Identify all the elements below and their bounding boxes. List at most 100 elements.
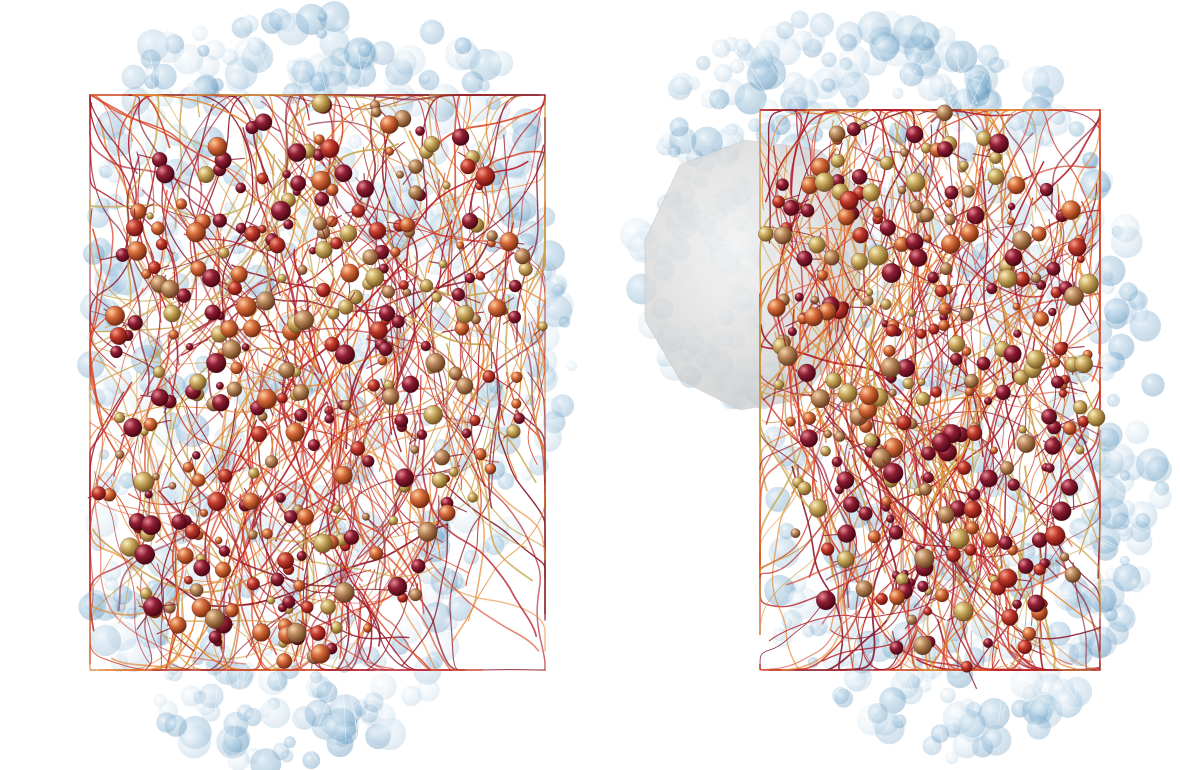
right-glia-sphere <box>1095 427 1120 452</box>
right-soma <box>782 199 800 217</box>
left-fiber <box>89 376 201 540</box>
left-glia-sphere <box>82 243 105 265</box>
right-soma <box>834 431 846 442</box>
left-glia-sphere <box>246 37 266 56</box>
left-soma <box>141 269 152 280</box>
right-soma <box>799 429 818 448</box>
right-soma <box>976 356 991 371</box>
left-glia-sphere <box>216 725 250 759</box>
right-fiber <box>873 109 907 339</box>
right-soma <box>816 590 836 611</box>
left-soma <box>248 467 260 479</box>
left-glia-fiber <box>125 78 278 622</box>
left-fiber <box>325 506 373 661</box>
left-fiber <box>211 342 286 474</box>
left-soma <box>150 221 165 236</box>
left-glia-sphere <box>454 37 472 55</box>
left-soma <box>244 225 261 242</box>
left-soma <box>454 321 469 336</box>
left-soma <box>204 608 225 629</box>
left-soma <box>401 375 420 393</box>
right-glia-sphere <box>1111 213 1140 243</box>
left-soma <box>109 326 128 345</box>
right-soma <box>1018 425 1027 434</box>
left-soma <box>207 491 227 512</box>
left-soma <box>184 523 201 540</box>
left-soma <box>486 230 498 242</box>
right-soma <box>850 252 868 271</box>
right-glia-sphere <box>899 62 924 87</box>
left-soma <box>294 408 308 422</box>
left-soma <box>143 417 158 432</box>
left-glia-sphere <box>272 742 290 761</box>
left-soma <box>394 468 414 488</box>
left-fiber <box>204 419 258 562</box>
left-fiber <box>163 144 322 271</box>
left-glia-sphere <box>240 14 259 34</box>
left-soma <box>235 222 247 234</box>
left-soma <box>160 279 180 299</box>
right-soma <box>820 445 831 457</box>
right-soma <box>862 295 874 307</box>
left-soma <box>324 336 340 352</box>
left-fiber <box>501 94 546 357</box>
left-soma <box>300 600 314 614</box>
right-glia-sphere <box>1021 66 1050 95</box>
left-soma <box>201 268 221 288</box>
right-soma <box>888 525 904 540</box>
right-soma <box>1044 525 1066 546</box>
right-fiber <box>759 472 853 633</box>
right-glia-sphere <box>792 30 814 51</box>
left-fiber <box>405 160 529 281</box>
left-soma <box>310 644 331 664</box>
right-soma <box>964 544 977 556</box>
right-soma <box>1007 202 1016 211</box>
left-fiber <box>401 522 449 667</box>
right-glia-sphere <box>764 574 796 606</box>
right-soma <box>796 250 813 267</box>
right-brain-view <box>619 10 1172 765</box>
right-glia-fiber <box>813 92 945 497</box>
right-soma <box>810 389 830 409</box>
left-soma <box>423 405 443 425</box>
right-soma <box>1064 566 1082 583</box>
right-fiber <box>905 218 1098 471</box>
right-soma <box>785 416 796 427</box>
right-fiber <box>949 109 986 254</box>
right-fiber <box>862 109 998 239</box>
left-soma <box>221 339 242 360</box>
left-glia-sphere <box>401 685 422 707</box>
left-fiber <box>345 480 484 671</box>
left-soma <box>340 399 352 411</box>
right-soma <box>922 471 934 484</box>
left-soma <box>296 508 314 526</box>
left-soma <box>379 115 399 134</box>
left-soma <box>110 345 123 359</box>
left-soma <box>448 366 463 381</box>
left-fiber <box>161 159 298 401</box>
right-soma <box>1051 501 1072 522</box>
left-soma <box>474 448 487 461</box>
right-glia-sphere <box>1052 687 1084 718</box>
right-soma <box>909 248 928 267</box>
right-soma <box>948 528 970 549</box>
left-soma <box>417 522 438 542</box>
left-fiber <box>269 94 492 351</box>
left-fiber <box>256 378 338 609</box>
left-soma <box>334 465 353 485</box>
left-soma <box>169 616 187 634</box>
right-soma <box>928 323 940 335</box>
right-soma <box>905 233 924 252</box>
left-fiber <box>374 420 419 591</box>
left-glia-sphere <box>317 11 328 22</box>
left-soma <box>399 217 415 233</box>
left-soma <box>456 241 465 250</box>
left-soma <box>134 544 155 565</box>
right-soma <box>931 432 952 453</box>
left-soma <box>282 595 296 609</box>
right-soma <box>907 308 917 317</box>
right-glia-sphere <box>1090 449 1107 467</box>
left-soma <box>334 164 353 183</box>
left-glia-sphere <box>528 278 559 309</box>
right-glia-sphere <box>867 703 888 724</box>
